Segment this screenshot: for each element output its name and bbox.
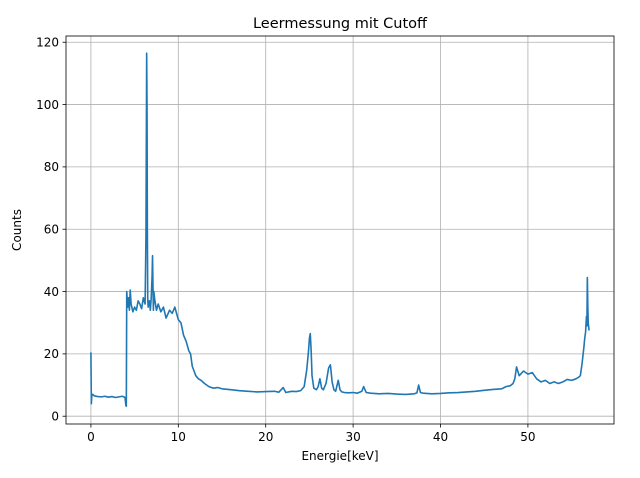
- y-tick-label: 80: [44, 160, 59, 174]
- y-tick-label: 20: [44, 347, 59, 361]
- series-layer: [90, 52, 590, 408]
- x-tick-label: 20: [258, 430, 273, 444]
- y-tick-label: 120: [36, 36, 59, 50]
- x-axis-label: Energie[keV]: [301, 449, 378, 463]
- axis-ticks: 0 10 20 30 40 50 0 20 40 60 80 100 120: [36, 36, 535, 444]
- y-tick-label: 60: [44, 223, 59, 237]
- chart-title: Leermessung mit Cutoff: [253, 16, 428, 32]
- y-tick-label: 0: [51, 410, 59, 424]
- y-tick-label: 40: [44, 285, 59, 299]
- series-line: [90, 52, 590, 408]
- x-tick-label: 40: [433, 430, 448, 444]
- x-tick-label: 30: [345, 430, 360, 444]
- y-tick-label: 100: [36, 98, 59, 112]
- y-axis-label: Counts: [10, 209, 24, 251]
- x-tick-label: 0: [87, 430, 95, 444]
- grid: [66, 36, 614, 424]
- x-tick-label: 50: [520, 430, 535, 444]
- plot-frame: [65, 35, 615, 425]
- x-tick-label: 10: [171, 430, 186, 444]
